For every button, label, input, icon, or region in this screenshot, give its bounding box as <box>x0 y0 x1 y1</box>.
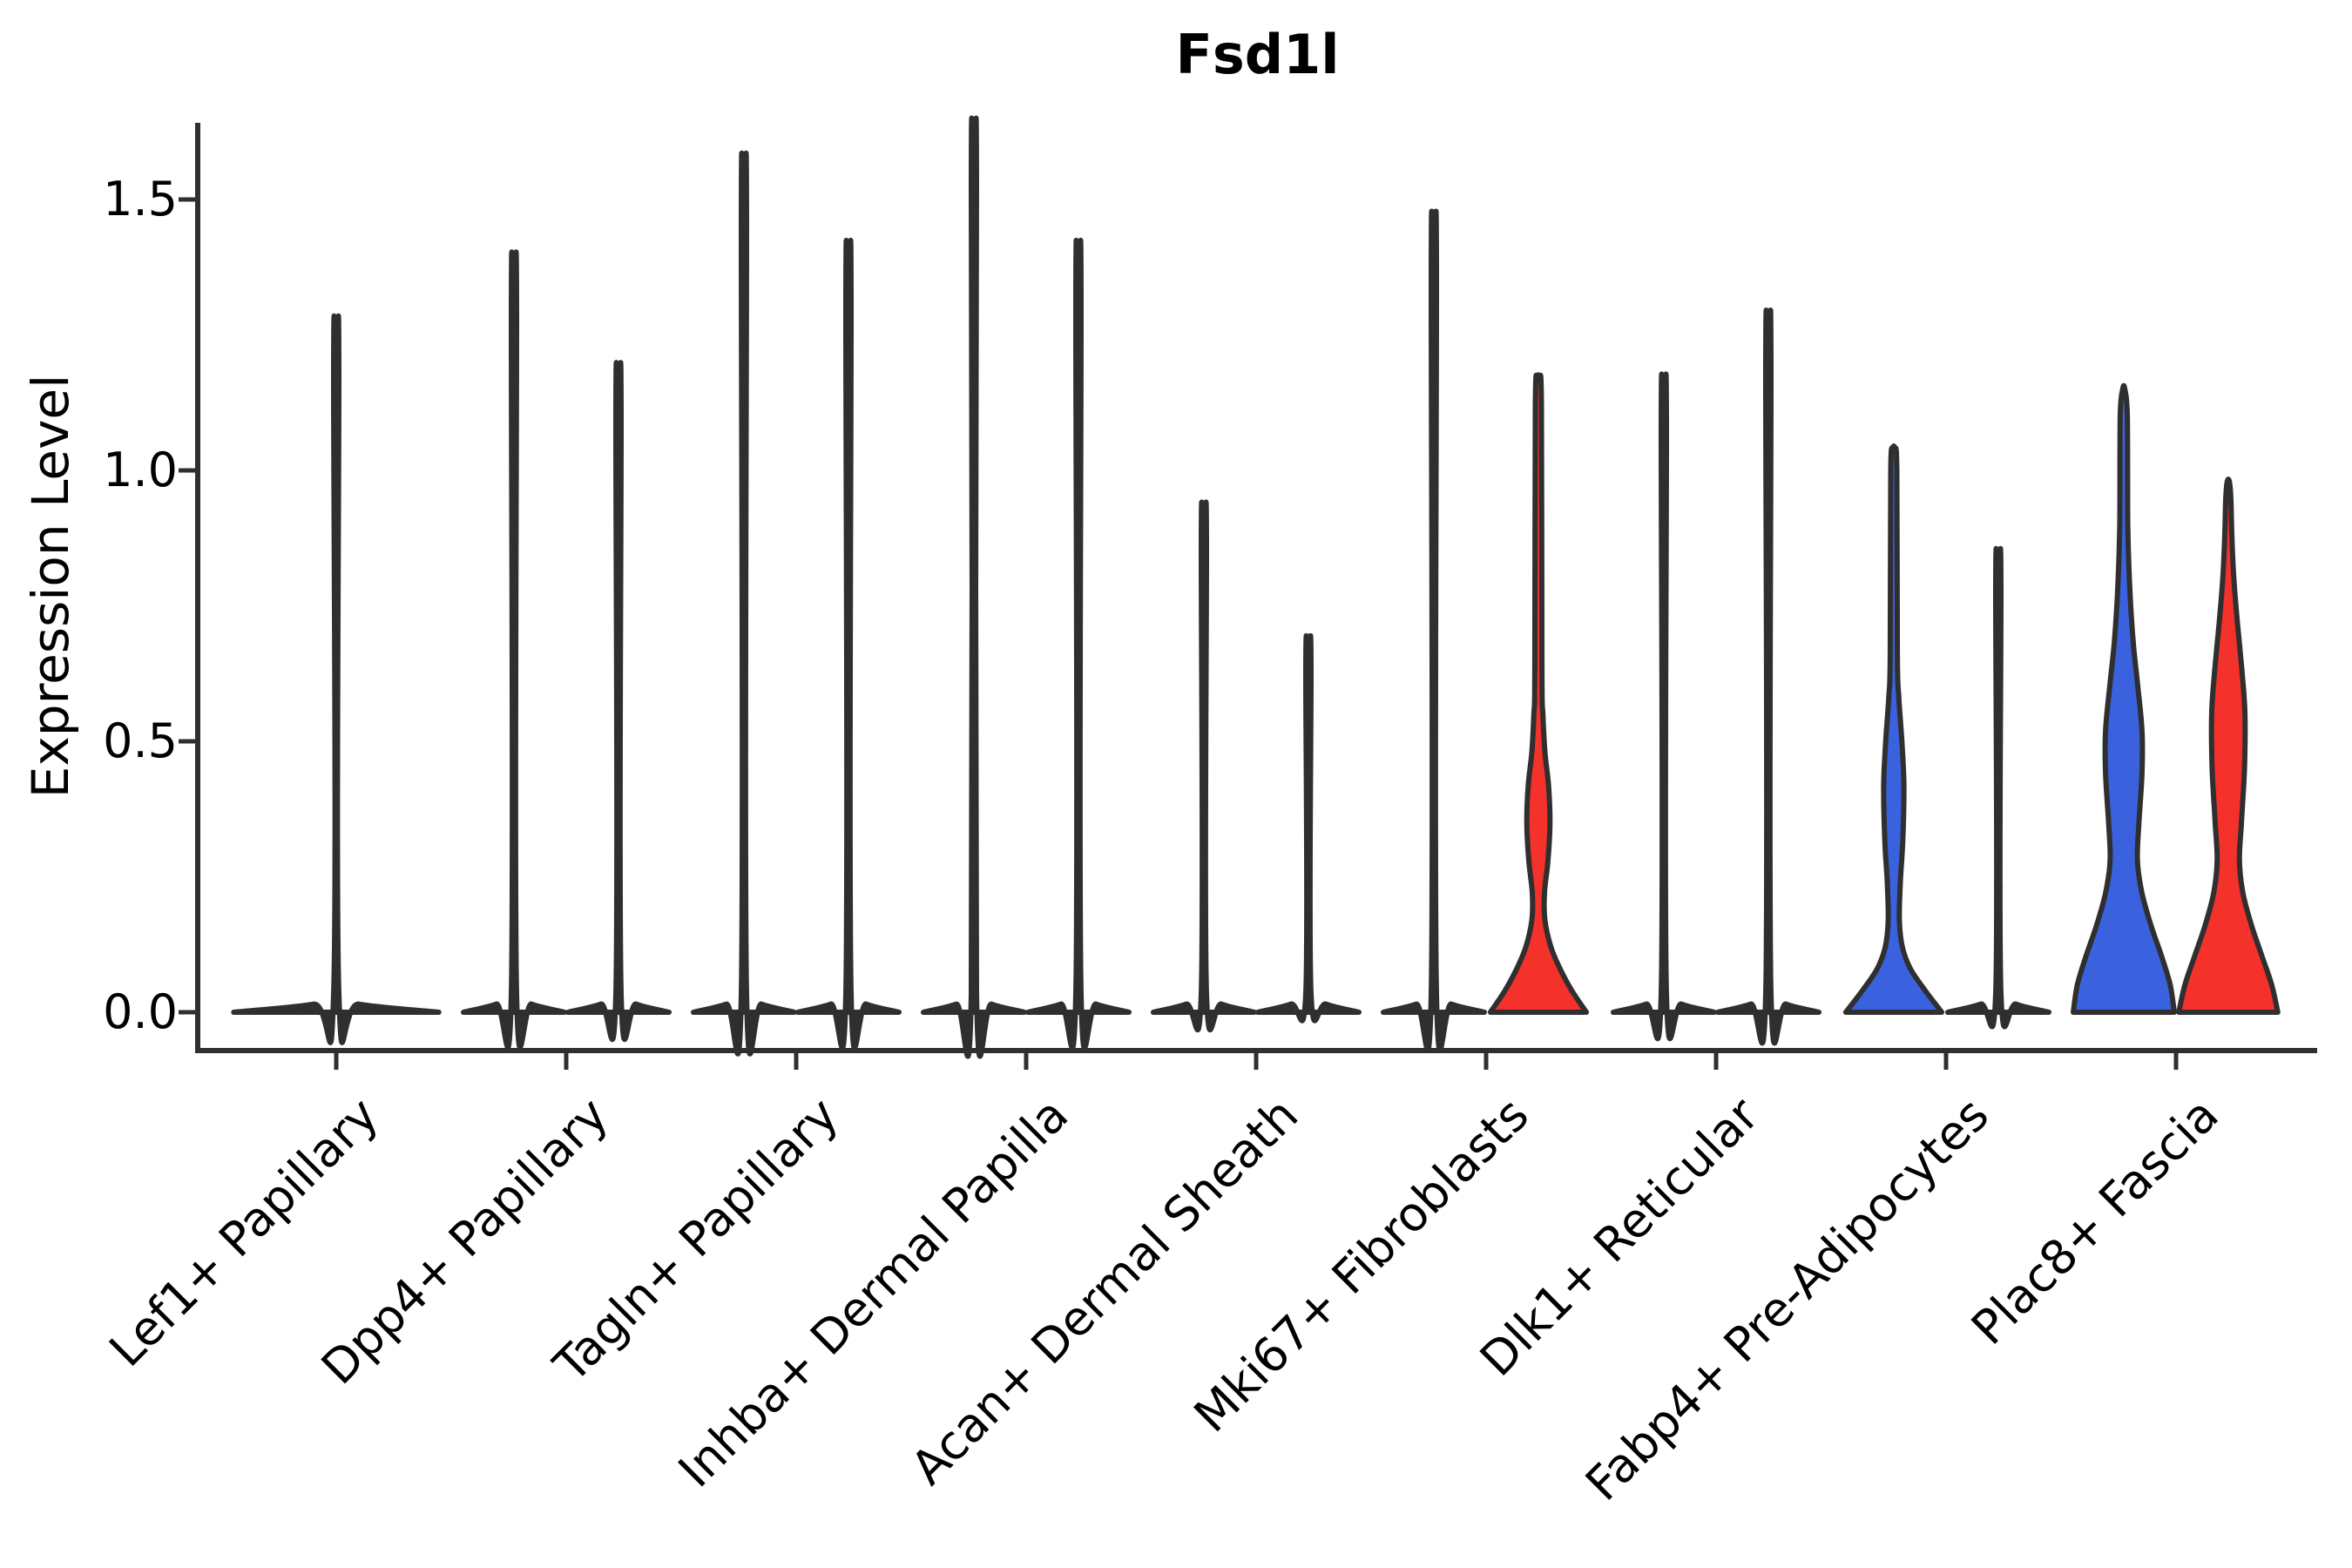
data-point-acan-dermal-sheath-left <box>1200 742 1208 752</box>
violin-mki67-fibroblasts-right <box>1487 372 1590 1015</box>
violin-dpp4-papillary-right <box>565 360 672 1043</box>
violin-mki67-fibroblasts-left <box>1381 208 1487 1053</box>
chart-title: Fsd1l <box>1175 23 1340 86</box>
violin-acan-dermal-sheath-right <box>1255 633 1362 1024</box>
violin-lef1-papillary-center <box>231 313 442 1045</box>
violin-inhba-dermal-papilla-right <box>1025 237 1132 1051</box>
data-point-fabp4-pre-adipocytes-right <box>1994 709 2003 719</box>
violin-dlk1-reticular-right <box>1715 308 1821 1046</box>
data-point-fabp4-pre-adipocytes-right <box>1994 882 2003 892</box>
data-point-fabp4-pre-adipocytes-right <box>1994 840 2003 849</box>
violin-dpp4-papillary-left <box>461 249 567 1050</box>
y-tick-label-1.0: 1.0 <box>103 443 178 497</box>
violin-tagln-papillary-right <box>795 237 902 1051</box>
data-point-fabp4-pre-adipocytes-right <box>1994 791 2003 801</box>
violin-inhba-dermal-papilla-left <box>921 115 1027 1059</box>
y-tick-label-0.0: 0.0 <box>103 984 178 1039</box>
violin-plac8-fascia-right <box>2176 476 2281 1015</box>
data-point-fabp4-pre-adipocytes-right <box>1994 813 2003 822</box>
violin-fabp4-pre-adipocytes-left <box>1842 443 1945 1015</box>
y-tick-label-1.5: 1.5 <box>103 172 178 226</box>
violin-plac8-fascia-left <box>2071 382 2177 1015</box>
violin-fabp4-pre-adipocytes-right <box>1945 545 2051 1030</box>
violin-dlk1-reticular-left <box>1611 371 1717 1042</box>
y-tick-label-0.5: 0.5 <box>103 713 178 768</box>
violin-tagln-papillary-left <box>691 151 797 1057</box>
data-point-fabp4-pre-adipocytes-right <box>1994 688 2003 698</box>
violin-acan-dermal-sheath-left <box>1151 499 1257 1033</box>
